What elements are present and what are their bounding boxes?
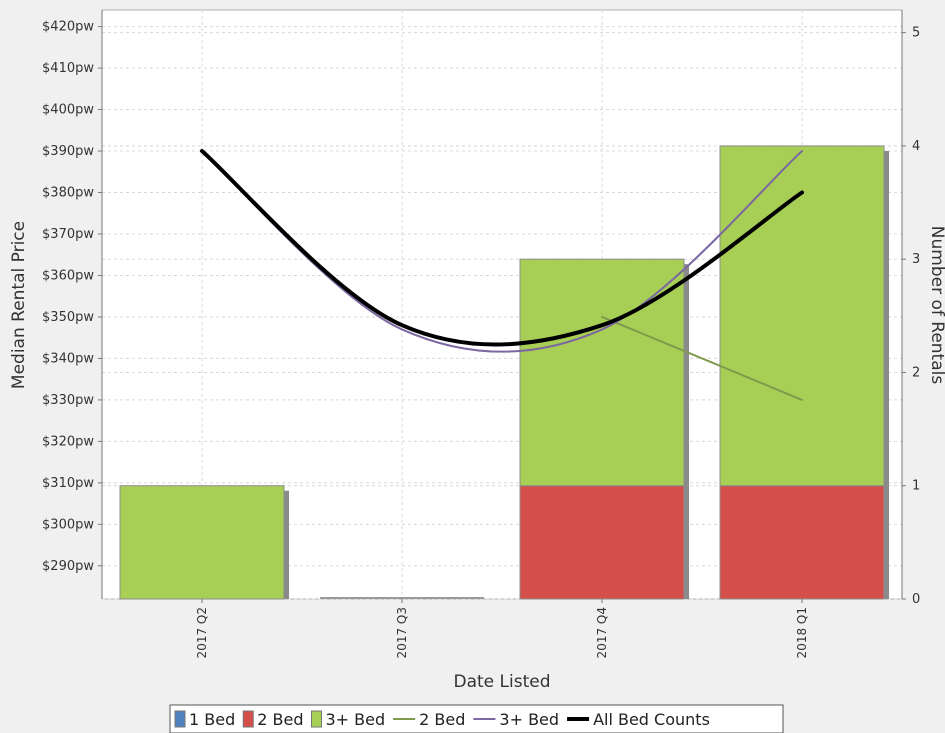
- legend-swatch-box: [174, 710, 186, 728]
- bar-segment: [719, 145, 885, 487]
- y-tick-label-right: 1: [912, 479, 920, 494]
- series-line: [200, 149, 804, 347]
- y-tick-label-left: $330pw: [42, 393, 94, 408]
- bar-segment: [719, 485, 885, 600]
- legend: 1 Bed 2 Bed 3+ Bed 2 Bed 3+ Bed All Bed Count…: [169, 704, 784, 733]
- y-tick-label-left: $380pw: [42, 186, 94, 201]
- y-tick-label-right: 4: [912, 139, 920, 154]
- y-tick-label-right: 2: [912, 365, 920, 380]
- line-series: [200, 149, 804, 401]
- x-tick-label: 2017 Q4: [595, 607, 609, 658]
- y-tick-label-right: 0: [912, 592, 920, 607]
- bar-segment: [519, 258, 685, 487]
- bar-segment: [119, 485, 285, 600]
- legend-label: 1 Bed: [189, 710, 235, 729]
- y-axis-title-left: Median Rental Price: [9, 221, 29, 389]
- legend-swatch-box: [242, 710, 254, 728]
- y-tick-label-right: 5: [912, 26, 920, 41]
- y-tick-label-left: $350pw: [42, 310, 94, 325]
- y-tick-label-left: $290pw: [42, 559, 94, 574]
- legend-label: 3+ Bed: [499, 710, 559, 729]
- left-axis: $290pw $300pw $310pw $320pw $330pw $340pw $350…: [42, 20, 102, 574]
- y-tick-label-left: $320pw: [42, 434, 94, 449]
- right-axis: 0 1 2 3 4 5: [902, 26, 920, 607]
- y-tick-label-left: $410pw: [42, 61, 94, 76]
- bar-segment: [519, 485, 685, 600]
- legend-label: 2 Bed: [419, 710, 465, 729]
- y-tick-label-left: $310pw: [42, 476, 94, 491]
- series-line: [601, 315, 803, 401]
- x-axis-title: Date Listed: [453, 672, 550, 692]
- legend-label: 2 Bed: [257, 710, 303, 729]
- y-tick-label-left: $340pw: [42, 351, 94, 366]
- x-tick-label: 2017 Q3: [395, 607, 409, 658]
- legend-label: All Bed Counts: [593, 710, 710, 729]
- legend-label: 3+ Bed: [326, 710, 386, 729]
- x-tick-label: 2018 Q1: [795, 607, 809, 658]
- y-tick-label-left: $370pw: [42, 227, 94, 242]
- y-tick-label-left: $400pw: [42, 103, 94, 118]
- legend-swatch-box: [311, 710, 322, 728]
- y-tick-label-left: $390pw: [42, 144, 94, 159]
- y-axis-title-right: Number of Rentals: [927, 226, 945, 385]
- y-tick-label-left: $300pw: [42, 517, 94, 532]
- bars: [119, 145, 889, 600]
- y-tick-label-left: $420pw: [42, 20, 94, 35]
- x-axis: 2017 Q2 2017 Q3 2017 Q4 2018 Q1: [195, 599, 809, 658]
- x-tick-label: 2017 Q2: [195, 607, 209, 658]
- y-tick-label-right: 3: [912, 252, 920, 267]
- y-tick-label-left: $360pw: [42, 268, 94, 283]
